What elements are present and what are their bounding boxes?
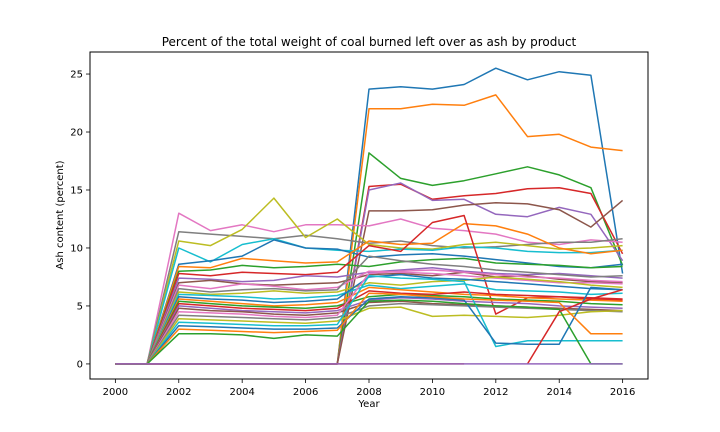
series-line xyxy=(115,237,623,365)
x-tick-label: 2008 xyxy=(356,387,381,398)
x-axis-label: Year xyxy=(357,399,380,410)
series-line xyxy=(115,269,623,365)
y-tick-label: 25 xyxy=(70,70,83,81)
series-lines xyxy=(115,67,624,365)
series-line xyxy=(115,293,623,365)
x-tick-label: 2000 xyxy=(103,387,128,398)
series-line xyxy=(115,230,623,365)
x-tick-label: 2014 xyxy=(547,387,572,398)
series-line xyxy=(115,222,623,365)
y-tick-label: 5 xyxy=(77,301,83,312)
series-line xyxy=(115,286,623,365)
x-tick-label: 2006 xyxy=(293,387,318,398)
series-line xyxy=(115,197,623,365)
y-axis-label: Ash content (percent) xyxy=(55,160,66,269)
series-line xyxy=(115,276,623,365)
x-tick-label: 2012 xyxy=(483,387,508,398)
x-tick-label: 2004 xyxy=(229,387,254,398)
series-line xyxy=(115,297,623,365)
series-line xyxy=(115,214,623,365)
series-line xyxy=(115,292,623,365)
x-tick-label: 2002 xyxy=(166,387,191,398)
x-tick-label: 2016 xyxy=(610,387,635,398)
plot-frame xyxy=(89,51,649,380)
series-line xyxy=(115,266,623,365)
series-line xyxy=(115,283,623,365)
y-tick-label: 0 xyxy=(77,359,83,370)
chart-title: Percent of the total weight of coal burn… xyxy=(162,35,577,49)
series-line xyxy=(115,257,623,365)
series-line xyxy=(115,290,623,365)
series-line xyxy=(115,286,623,365)
series-line xyxy=(115,275,623,365)
y-tick-label: 15 xyxy=(70,185,83,196)
y-tick-label: 10 xyxy=(70,243,83,254)
series-line xyxy=(115,212,623,365)
series-line xyxy=(115,255,623,365)
x-tick-label: 2010 xyxy=(420,387,445,398)
series-line xyxy=(115,302,623,365)
series-line xyxy=(115,299,623,365)
y-tick-label: 20 xyxy=(70,128,83,139)
series-line xyxy=(115,270,623,365)
axes: 2000 2002 2004 2006 2008 2010 2012 2014 2016 0 5 10… xyxy=(70,70,635,398)
series-line xyxy=(115,306,623,365)
